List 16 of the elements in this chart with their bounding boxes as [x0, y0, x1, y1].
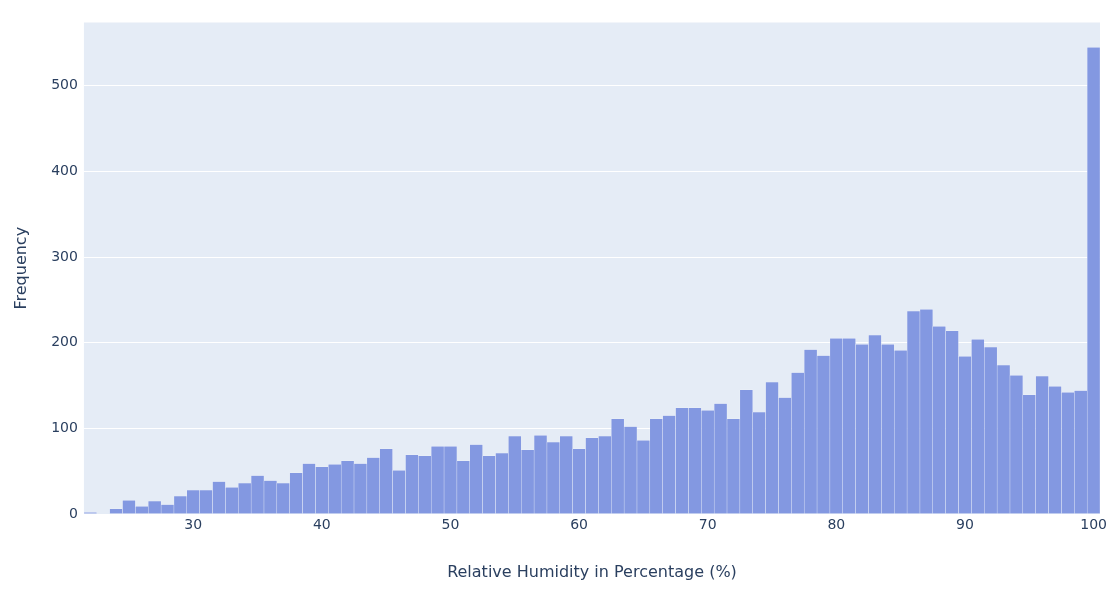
x-tick-label: 80	[827, 516, 846, 533]
x-tick-label: 70	[698, 516, 717, 533]
x-tick-label: 60	[570, 516, 589, 533]
y-tick-label: 400	[51, 162, 78, 179]
x-tick-label: 40	[312, 516, 331, 533]
y-tick-label: 0	[69, 504, 78, 521]
x-tick-label: 50	[441, 516, 460, 533]
y-tick-label: 300	[51, 247, 78, 264]
x-tick-label: 90	[956, 516, 974, 533]
x-axis-title: Relative Humidity in Percentage (%)	[447, 561, 737, 581]
x-tick-label: 100	[1080, 516, 1107, 533]
y-tick-label: 500	[51, 76, 78, 93]
y-tick-label: 100	[51, 419, 78, 435]
y-tick-label: 200	[51, 333, 78, 350]
y-axis-title: Frequency	[10, 226, 30, 310]
x-tick-label: 30	[184, 516, 203, 533]
